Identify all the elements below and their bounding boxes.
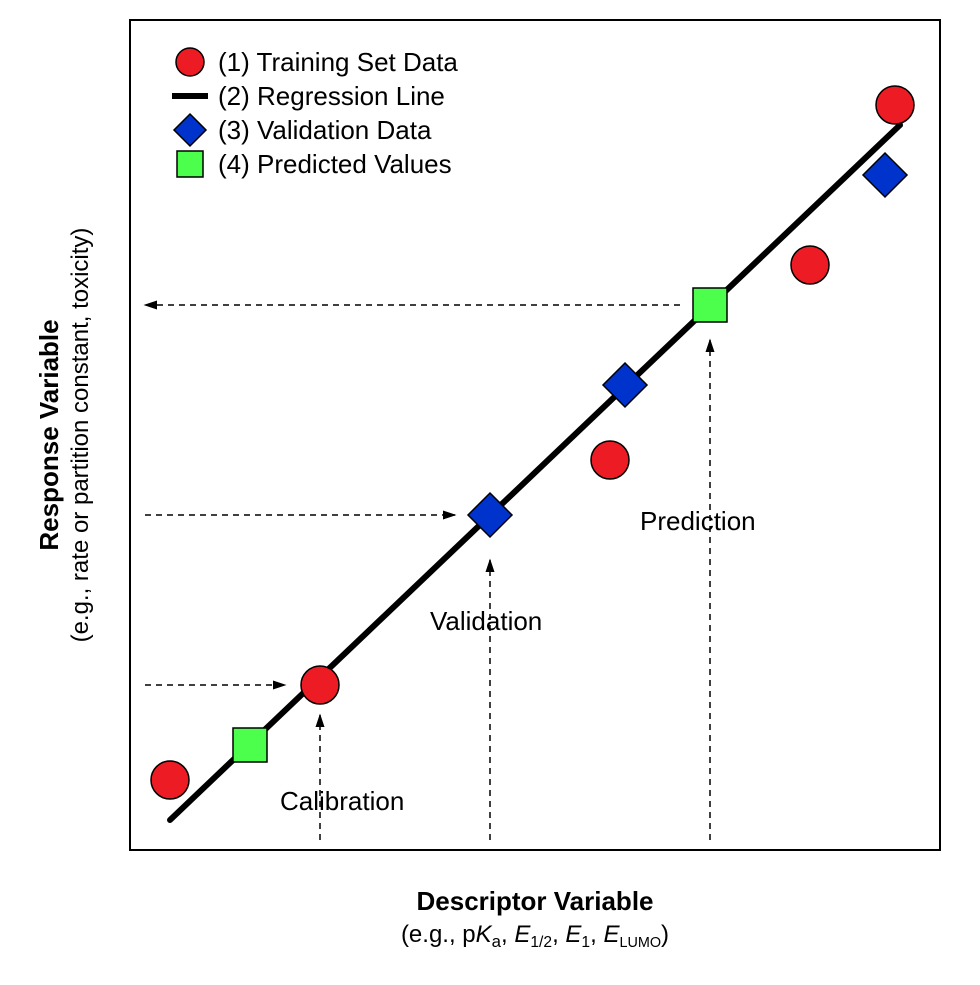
scatter-chart: Calibration Validation Prediction (1) Train… <box>0 0 980 985</box>
predicted-point <box>233 728 267 762</box>
legend-circle-icon <box>176 48 204 76</box>
training-point <box>876 86 914 124</box>
training-point <box>591 441 629 479</box>
x-axis-title: Descriptor Variable <box>417 886 654 916</box>
legend-square-icon <box>177 151 203 177</box>
calibration-label: Calibration <box>280 786 404 816</box>
prediction-label: Prediction <box>640 506 756 536</box>
legend-label: (1) Training Set Data <box>218 47 458 77</box>
predicted-point <box>693 288 727 322</box>
chart-root: Calibration Validation Prediction (1) Train… <box>0 0 980 985</box>
legend-label: (2) Regression Line <box>218 81 445 111</box>
validation-label: Validation <box>430 606 542 636</box>
training-point <box>151 761 189 799</box>
y-axis-subtitle: (e.g., rate or partition constant, toxic… <box>67 228 94 643</box>
training-point <box>791 246 829 284</box>
legend-label: (3) Validation Data <box>218 115 432 145</box>
legend-label: (4) Predicted Values <box>218 149 452 179</box>
training-point <box>301 666 339 704</box>
y-axis-title: Response Variable <box>34 319 64 550</box>
